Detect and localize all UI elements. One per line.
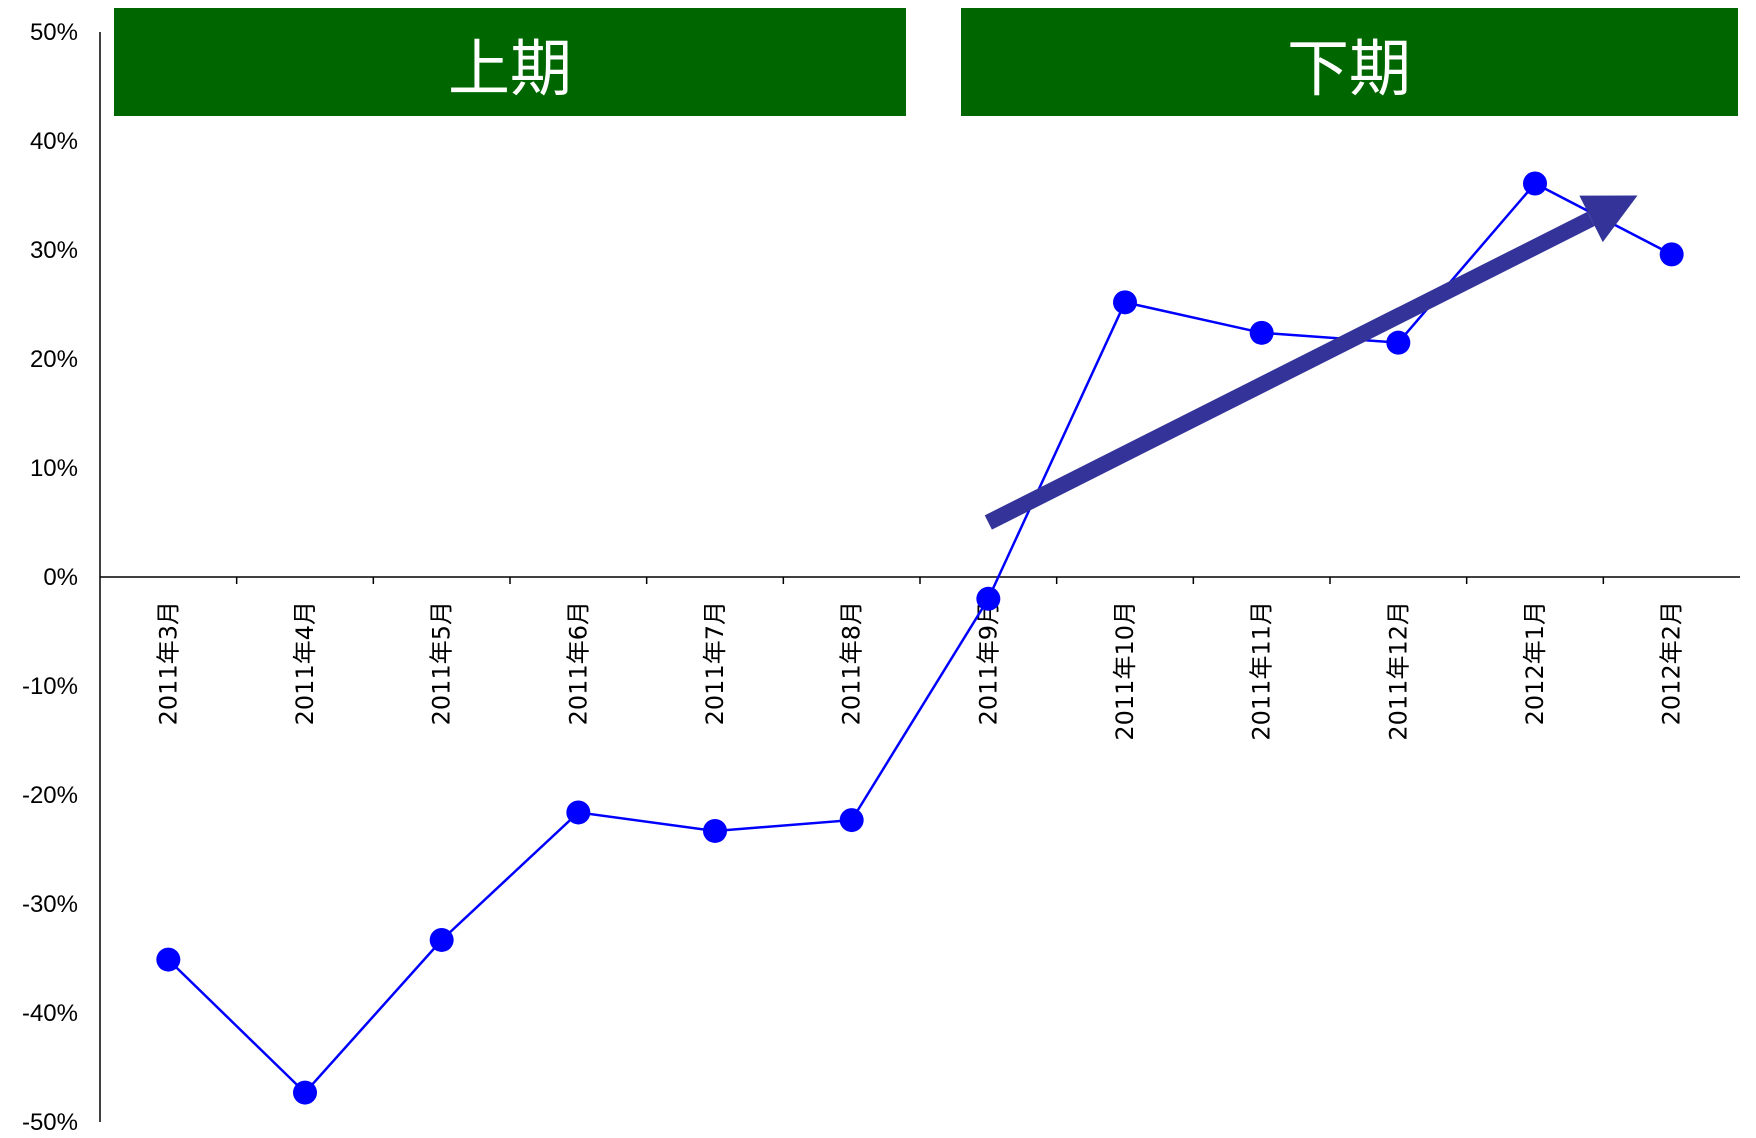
data-point (429, 927, 454, 952)
x-tick-label: 2011年5月 (428, 601, 456, 725)
y-tick-label: -10% (22, 673, 78, 700)
data-points (156, 171, 1684, 1105)
x-tick-label: 2011年7月 (701, 601, 729, 725)
period-banner-first-half-label: 上期 (448, 32, 572, 105)
trend-arrow-shaft (984, 211, 1595, 530)
y-tick-label: -40% (22, 1000, 78, 1027)
trend-arrow (984, 195, 1638, 530)
x-tick-label: 2012年2月 (1658, 601, 1686, 725)
x-tick-label: 2011年11月 (1248, 601, 1276, 741)
x-tick-label: 2011年3月 (154, 601, 182, 725)
y-tick-label: -20% (22, 782, 78, 809)
y-tick-label: 10% (30, 455, 78, 482)
y-tick-label: -30% (22, 891, 78, 918)
y-tick-label: -50% (22, 1109, 78, 1136)
period-banner-second-half (961, 8, 1738, 116)
x-tick-label: 2011年8月 (838, 601, 866, 725)
y-tick-labels: 50% 40% 30% 20% 10% 0% -10% -20% -30% -40% -50% (22, 19, 78, 1136)
data-point (1659, 242, 1684, 267)
x-tick-labels: 2011年3月 2011年4月 2011年5月 2011年6月 2011年7月 2011年… (154, 601, 1685, 741)
data-point (1113, 290, 1137, 315)
x-tick-label: 2012年1月 (1521, 601, 1549, 725)
x-tick-label: 2011年12月 (1384, 601, 1412, 741)
series-polyline (167, 181, 1673, 1095)
y-tick-label: 40% (30, 128, 78, 155)
data-point (566, 800, 591, 825)
data-point (293, 1080, 317, 1105)
y-tick-label: 50% (30, 19, 78, 46)
y-tick-label: 30% (30, 237, 78, 264)
data-point (156, 947, 181, 972)
data-point (839, 808, 864, 833)
period-banner-second-half-label: 下期 (1287, 32, 1411, 105)
trend-arrow-head (1579, 195, 1638, 243)
x-tick-label: 2011年4月 (291, 601, 319, 725)
x-tick-label: 2011年6月 (564, 601, 592, 725)
data-point (1386, 330, 1411, 355)
series-line (167, 181, 1673, 1095)
data-point (976, 586, 1001, 611)
period-banners: 上期 下期 (114, 8, 1738, 116)
data-point (1249, 320, 1274, 345)
y-tick-label: 20% (30, 346, 78, 373)
x-tick-label: 2011年9月 (974, 601, 1002, 725)
x-tick-label: 2011年10月 (1111, 601, 1139, 741)
data-point (703, 818, 727, 843)
period-banner-first-half (114, 8, 906, 116)
axes (99, 32, 1740, 1122)
data-point (1523, 171, 1547, 196)
y-tick-label: 0% (43, 564, 78, 591)
